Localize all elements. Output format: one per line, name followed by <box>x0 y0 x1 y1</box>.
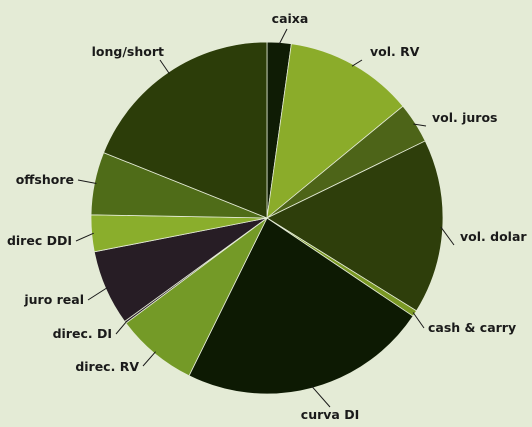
leader-line-direc-di <box>115 320 128 335</box>
leader-line-vol-dolar <box>440 226 455 246</box>
leader-line-vol-juros <box>413 123 427 127</box>
leader-line-juro-real <box>87 287 108 301</box>
pie-labels: caixa vol. RV vol. juros vol. dolar cash & c… <box>7 11 527 422</box>
pie-label-long-short: long/short <box>92 44 164 59</box>
leader-line-direc-ddi <box>75 232 94 242</box>
pie-label-curva-di: curva DI <box>301 407 359 422</box>
leader-line-direc-rv <box>142 351 156 367</box>
pie-slice-vol-rv <box>266 43 404 219</box>
leader-line-vol-rv <box>351 59 363 67</box>
pie-slice-curva-di <box>188 217 414 395</box>
leader-line-curva-di <box>311 385 331 408</box>
pie-label-juro-real: juro real <box>23 292 84 307</box>
pie-label-offshore: offshore <box>16 172 74 187</box>
leader-line-offshore <box>77 179 97 184</box>
pie-label-direc-rv: direc. RV <box>75 359 139 374</box>
pie-label-vol-dolar: vol. dolar <box>460 229 527 244</box>
leader-line-caixa <box>278 28 288 45</box>
leader-line-long-short <box>159 59 170 75</box>
pie-slices <box>90 41 444 395</box>
pie-label-direc-di: direc. DI <box>53 326 112 341</box>
leader-line-cash-carry <box>412 312 425 329</box>
pie-label-cash-carry: cash & carry <box>428 320 516 335</box>
pie-label-vol-rv: vol. RV <box>370 44 420 59</box>
pie-label-direc-ddi: direc DDI <box>7 233 72 248</box>
pie-label-vol-juros: vol. juros <box>432 110 498 125</box>
pie-leader-lines <box>75 28 455 408</box>
pie-slice-vol-dolar <box>266 140 444 312</box>
pie-label-caixa: caixa <box>272 11 309 26</box>
